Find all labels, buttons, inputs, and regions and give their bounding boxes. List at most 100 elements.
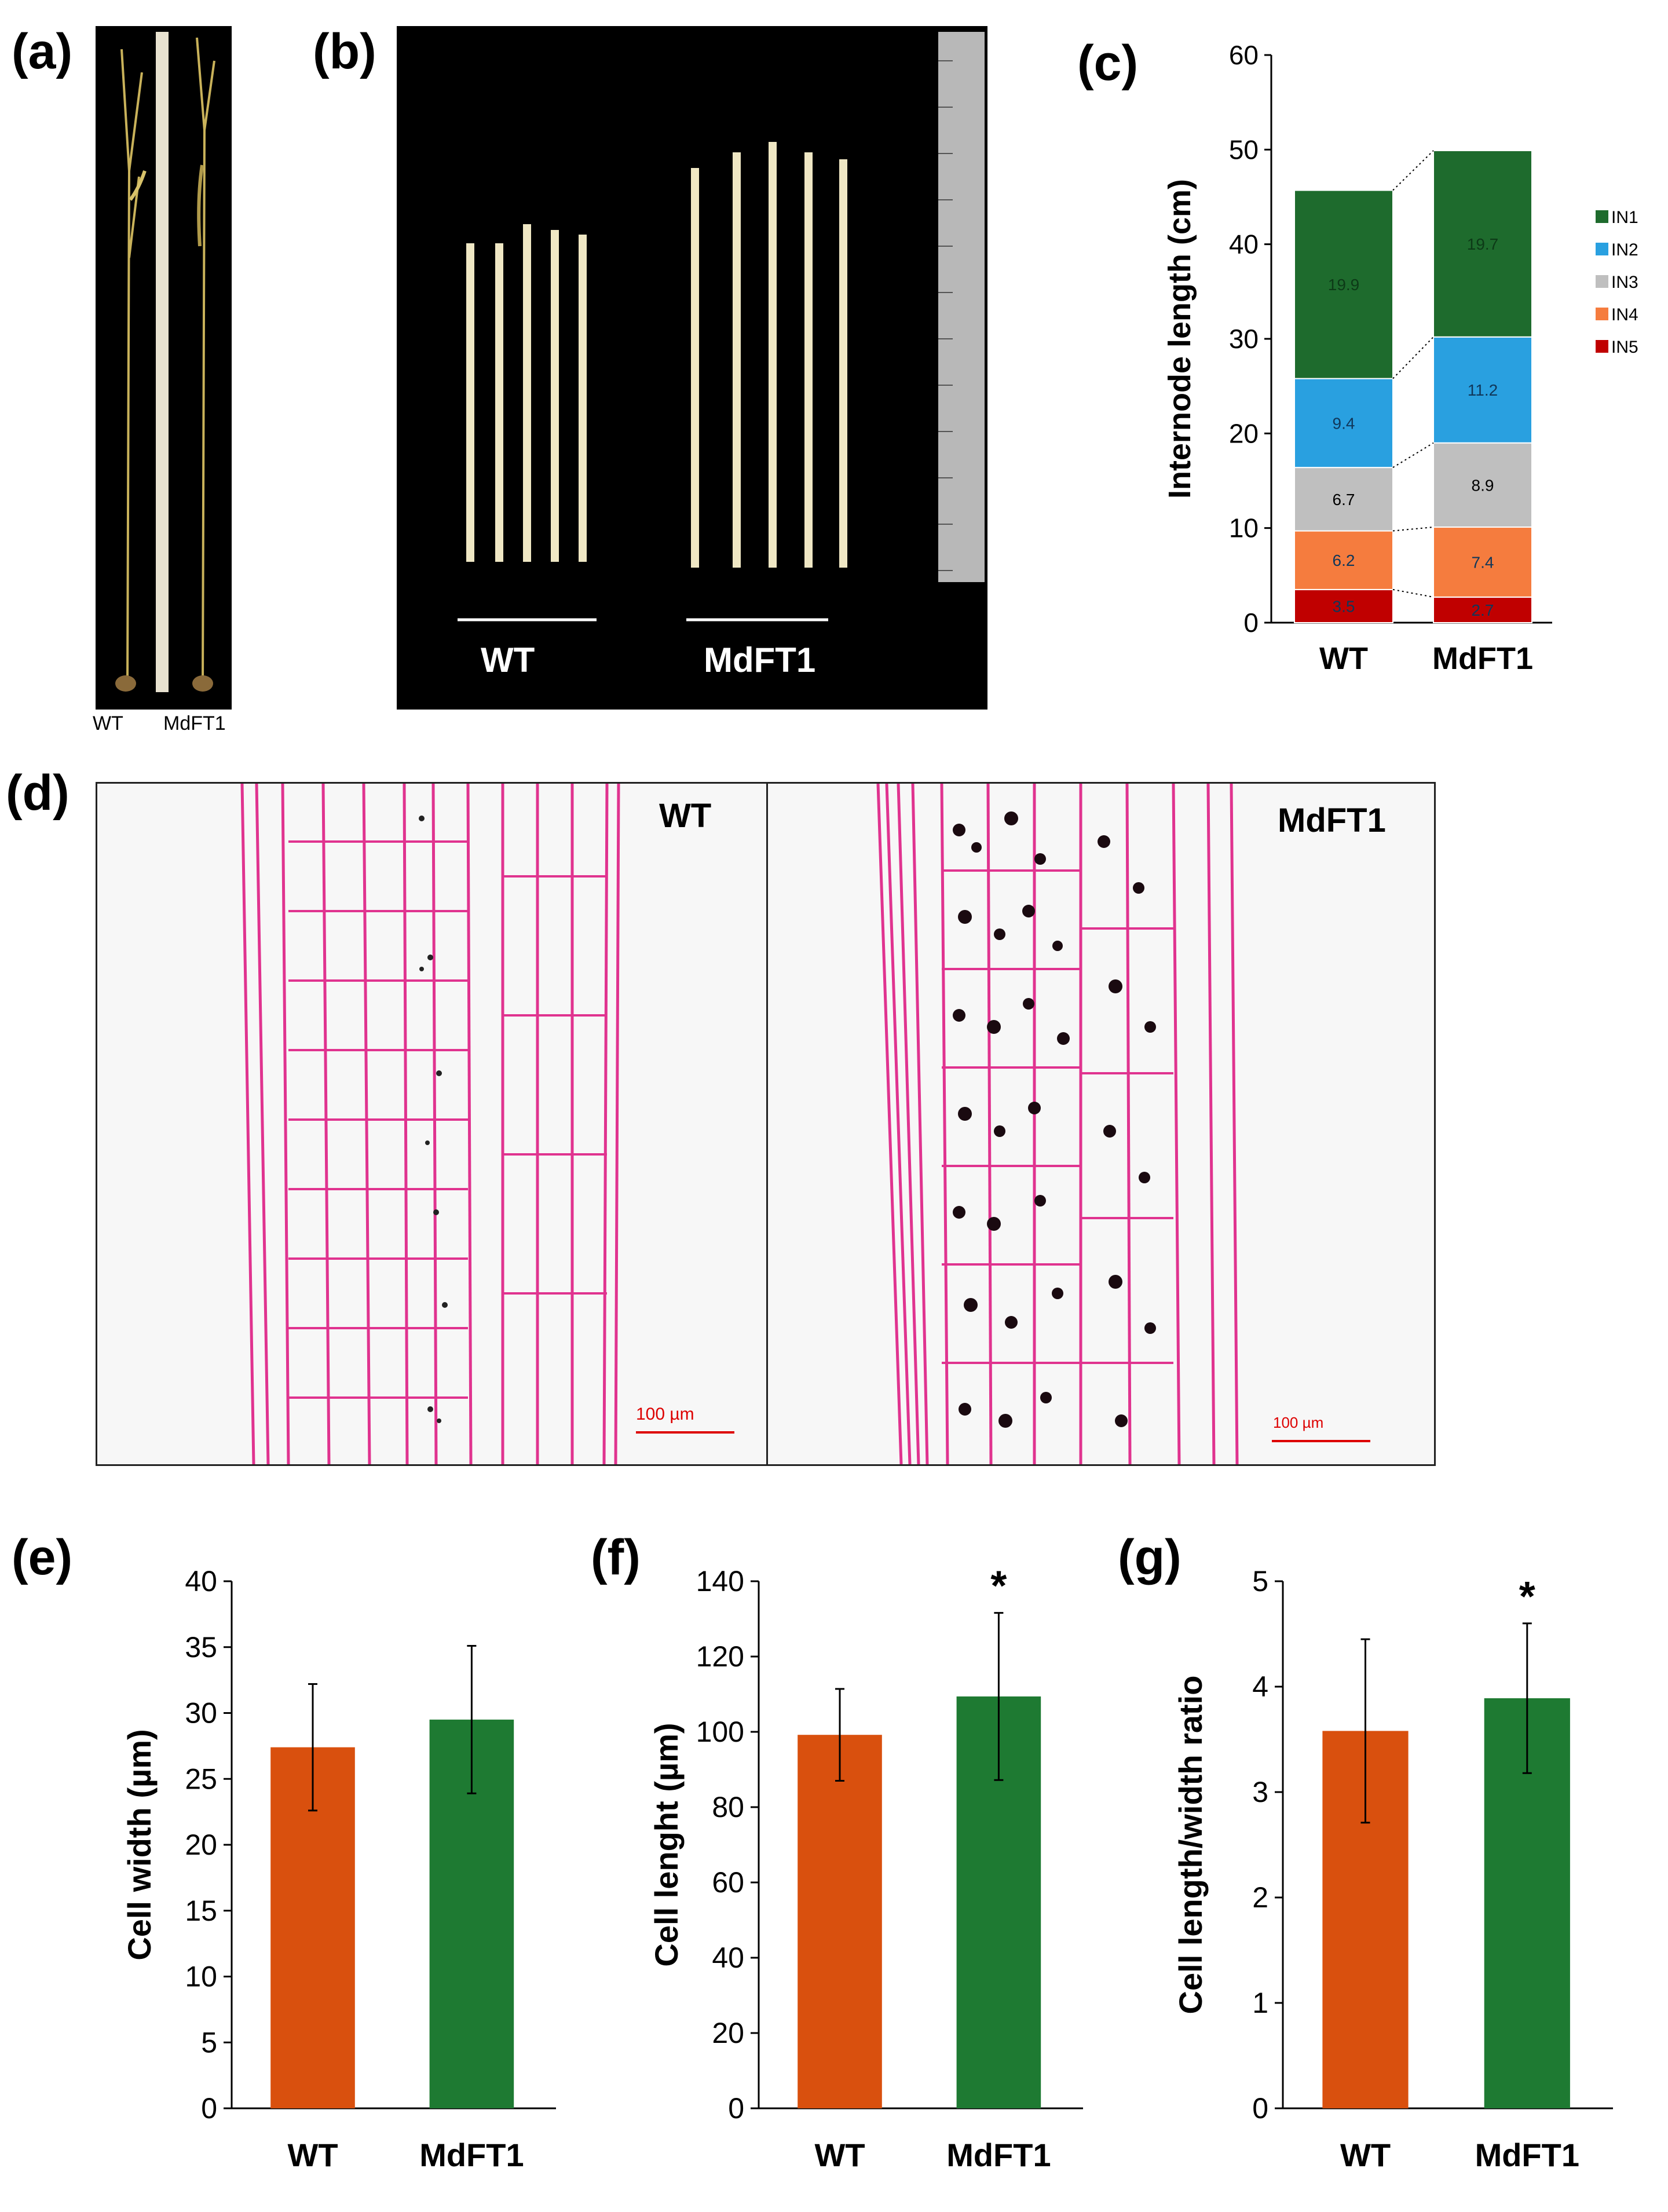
legend-label: IN5 xyxy=(1611,338,1638,357)
y-axis-label: Cell length/width ratio xyxy=(1172,1676,1209,2014)
plant-illustration-a xyxy=(115,32,215,692)
legend-label: IN3 xyxy=(1611,273,1638,292)
x-tick-label: WT xyxy=(287,2137,338,2173)
legend-swatch-in1 xyxy=(1596,210,1608,223)
stem-illustration-b xyxy=(458,32,985,621)
data-label: 3.5 xyxy=(1333,597,1355,615)
data-label: 6.7 xyxy=(1333,491,1355,509)
chart-cell-width: 0 5 10 15 20 25 30 35 40 Cell width (µm) WT MdFT1 xyxy=(121,1565,556,2173)
panel-letter-c: (c) xyxy=(1077,35,1139,91)
legend-swatch-in2 xyxy=(1596,243,1608,255)
y-tick-label: 30 xyxy=(1229,324,1259,354)
micrograph-mdft1-drawing xyxy=(876,784,1370,1464)
bar-segment-in3 xyxy=(1294,467,1393,532)
y-axis-label: Internode length (cm) xyxy=(1162,179,1197,499)
x-tick-label: WT xyxy=(1340,2137,1391,2173)
y-tick-label: 40 xyxy=(1229,229,1259,259)
bar-segment-in1 xyxy=(1433,149,1532,338)
panel-letter-a: (a) xyxy=(12,24,73,79)
y-tick-label: 0 xyxy=(1252,2092,1268,2125)
y-tick-label: 20 xyxy=(185,1829,217,1861)
significance-marker: * xyxy=(990,1563,1007,1610)
y-tick-label: 60 xyxy=(1229,40,1259,70)
connector-line xyxy=(1392,150,1434,191)
bar-segment-in5 xyxy=(1294,588,1393,623)
y-tick-label: 0 xyxy=(201,2092,217,2125)
y-tick-label: 15 xyxy=(185,1895,217,1927)
connector-line xyxy=(1392,527,1434,532)
legend-swatch-in5 xyxy=(1596,340,1608,353)
data-label: 6.2 xyxy=(1333,551,1355,569)
bar-segment-in2 xyxy=(1433,336,1532,444)
data-label: 9.4 xyxy=(1333,414,1355,432)
x-tick-label: WT xyxy=(814,2137,865,2173)
bar-wt xyxy=(798,1735,882,2108)
connector-line xyxy=(1392,588,1434,598)
legend-label: IN1 xyxy=(1611,208,1638,227)
ruler xyxy=(938,32,985,582)
y-tick-label: 0 xyxy=(1243,608,1259,638)
photo-a-label-wt: WT xyxy=(93,712,123,734)
connector-line xyxy=(1392,442,1434,468)
y-tick-label: 120 xyxy=(696,1640,744,1673)
y-axis-label: Cell width (µm) xyxy=(121,1729,158,1960)
y-tick-label: 140 xyxy=(696,1565,744,1597)
panel-letter-d: (d) xyxy=(6,765,70,821)
plant-photo-a xyxy=(96,26,232,710)
mdft1-stems xyxy=(691,142,847,568)
y-tick-label: 100 xyxy=(696,1716,744,1748)
bar-segment-in5 xyxy=(1433,596,1532,624)
stem-photo-b: WT MdFT1 xyxy=(397,26,987,710)
data-label: 8.9 xyxy=(1472,476,1494,494)
y-tick-label: 5 xyxy=(1252,1565,1268,1597)
y-tick-label: 0 xyxy=(728,2092,744,2125)
wt-stems xyxy=(466,224,587,562)
y-axis-label: Cell lenght (µm) xyxy=(648,1723,685,1966)
y-tick-label: 2 xyxy=(1252,1881,1268,1914)
y-tick-label: 35 xyxy=(185,1631,217,1663)
y-tick-label: 20 xyxy=(1229,418,1259,448)
legend-label: IN4 xyxy=(1611,305,1638,324)
y-tick-label: 10 xyxy=(1229,513,1259,543)
data-label: 19.9 xyxy=(1328,276,1360,294)
y-tick-label: 3 xyxy=(1252,1776,1268,1808)
scale-bar-mdft1: 100 µm xyxy=(1273,1414,1324,1431)
y-tick-label: 50 xyxy=(1229,134,1259,164)
bar-segment-in4 xyxy=(1433,527,1532,598)
chart-cell-length: 0 20 40 60 80 100 120 140 Cell lenght (µm) WT * MdF… xyxy=(648,1563,1083,2173)
significance-marker: * xyxy=(1519,1574,1535,1620)
y-tick-label: 20 xyxy=(712,2017,744,2049)
y-tick-label: 1 xyxy=(1252,1987,1268,2019)
x-tick-label: WT xyxy=(1319,641,1368,676)
y-tick-label: 30 xyxy=(185,1697,217,1730)
micrograph-mdft1-label: MdFT1 xyxy=(1278,802,1386,839)
panel-letter-e: (e) xyxy=(12,1530,73,1585)
connector-line xyxy=(1392,337,1434,379)
legend-label: IN2 xyxy=(1611,240,1638,259)
y-tick-label: 40 xyxy=(185,1565,217,1597)
y-tick-label: 40 xyxy=(712,1942,744,1974)
legend-swatch-in3 xyxy=(1596,275,1608,288)
data-label: 19.7 xyxy=(1467,235,1499,253)
photo-b-label-wt: WT xyxy=(481,641,535,679)
photo-b-label-mdft1: MdFT1 xyxy=(704,641,816,679)
x-tick-label: MdFT1 xyxy=(419,2137,524,2173)
data-label: 7.4 xyxy=(1472,553,1494,571)
panel-letter-g: (g) xyxy=(1118,1530,1182,1585)
x-tick-label: MdFT1 xyxy=(1475,2137,1579,2173)
bar-segment-in4 xyxy=(1294,530,1393,590)
y-tick-label: 5 xyxy=(201,2026,217,2059)
micrograph-wt-drawing xyxy=(240,784,734,1464)
photo-a-label-mdft1: MdFT1 xyxy=(163,712,226,734)
bar-segment-in1 xyxy=(1294,189,1393,379)
micrograph-wt-label: WT xyxy=(659,797,712,835)
data-label: 11.2 xyxy=(1468,381,1498,399)
panel-letter-b: (b) xyxy=(313,24,376,79)
x-tick-label: MdFT1 xyxy=(946,2137,1051,2173)
y-tick-label: 10 xyxy=(185,1961,217,1993)
x-tick-label: MdFT1 xyxy=(1432,641,1533,676)
scale-bar-wt: 100 µm xyxy=(636,1405,694,1424)
chart-internode-length: 0 10 20 30 40 50 60 Internode length (cm) WT 3.5 6… xyxy=(1162,40,1638,676)
legend-swatch-in4 xyxy=(1596,308,1608,320)
y-tick-label: 25 xyxy=(185,1763,217,1795)
